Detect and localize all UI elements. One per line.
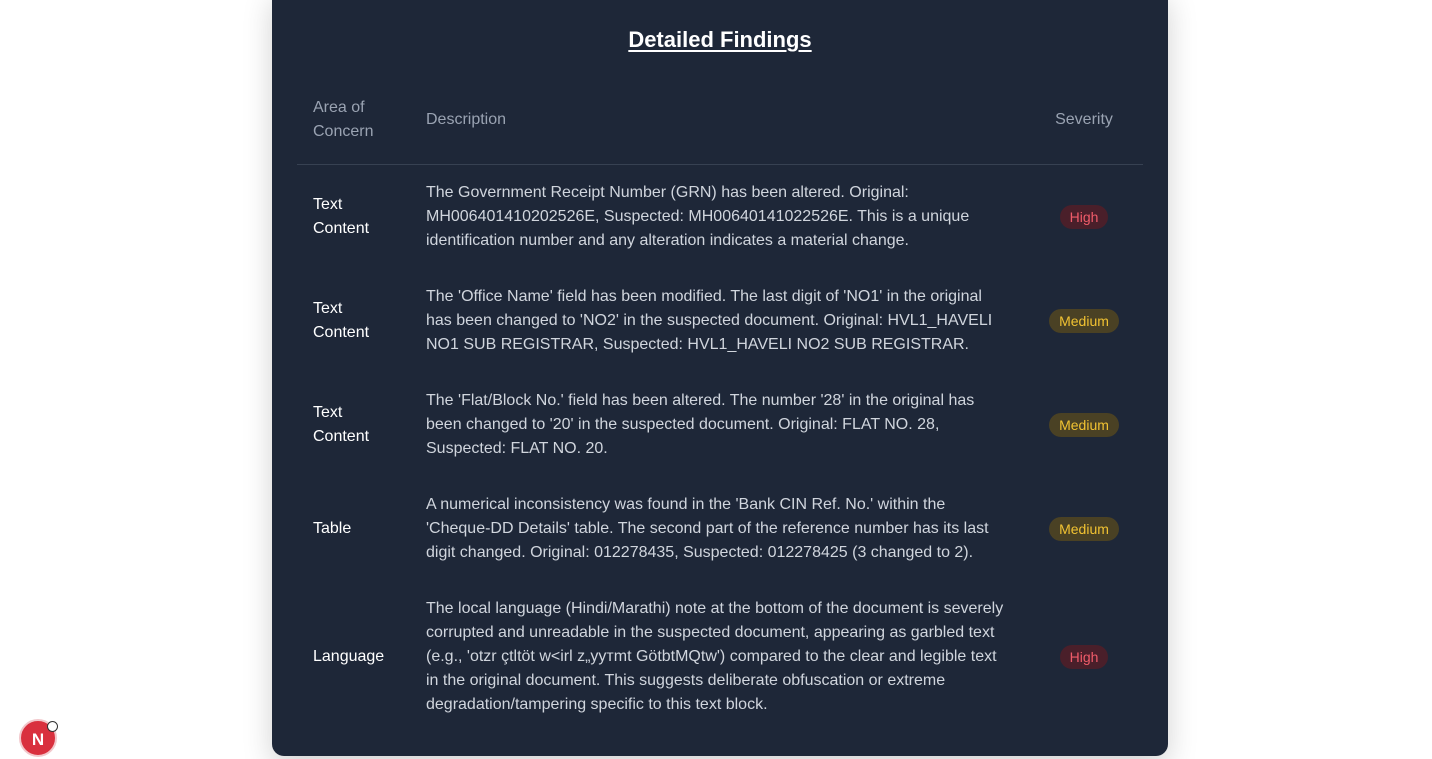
area-cell: Table — [313, 520, 352, 537]
severity-cell: Medium — [1025, 269, 1143, 373]
findings-table: Area of Concern Description Severity Tex… — [297, 84, 1143, 733]
column-header-area: Area of Concern — [297, 84, 410, 165]
severity-badge: Medium — [1049, 412, 1119, 437]
description-cell: The 'Flat/Block No.' field has been alte… — [426, 392, 975, 457]
column-header-severity: Severity — [1025, 84, 1143, 165]
area-cell: Text Content — [313, 196, 370, 237]
table-row: Text Content The 'Office Name' field has… — [297, 269, 1143, 373]
notification-dot-icon — [47, 721, 58, 732]
column-header-description: Description — [410, 84, 1025, 165]
table-header-row: Area of Concern Description Severity — [297, 84, 1143, 165]
severity-badge: High — [1059, 204, 1109, 229]
table-row: Table A numerical inconsistency was foun… — [297, 477, 1143, 581]
description-cell: The Government Receipt Number (GRN) has … — [426, 184, 970, 249]
description-cell: The local language (Hindi/Marathi) note … — [426, 600, 1004, 713]
findings-card: Detailed Findings Area of Concern Descri… — [272, 0, 1168, 756]
severity-badge: Medium — [1049, 516, 1119, 541]
area-cell: Language — [313, 648, 385, 665]
severity-cell: Medium — [1025, 373, 1143, 477]
description-cell: A numerical inconsistency was found in t… — [426, 496, 989, 561]
section-title: Detailed Findings — [628, 27, 812, 52]
severity-cell: Medium — [1025, 477, 1143, 581]
severity-badge: Medium — [1049, 308, 1119, 333]
table-row: Language The local language (Hindi/Marat… — [297, 581, 1143, 733]
table-row: Text Content The Government Receipt Numb… — [297, 165, 1143, 270]
table-row: Text Content The 'Flat/Block No.' field … — [297, 373, 1143, 477]
area-cell: Text Content — [313, 300, 370, 341]
area-cell: Text Content — [313, 404, 370, 445]
severity-cell: High — [1025, 165, 1143, 270]
severity-cell: High — [1025, 581, 1143, 733]
severity-badge: High — [1059, 644, 1109, 669]
description-cell: The 'Office Name' field has been modifie… — [426, 288, 993, 353]
